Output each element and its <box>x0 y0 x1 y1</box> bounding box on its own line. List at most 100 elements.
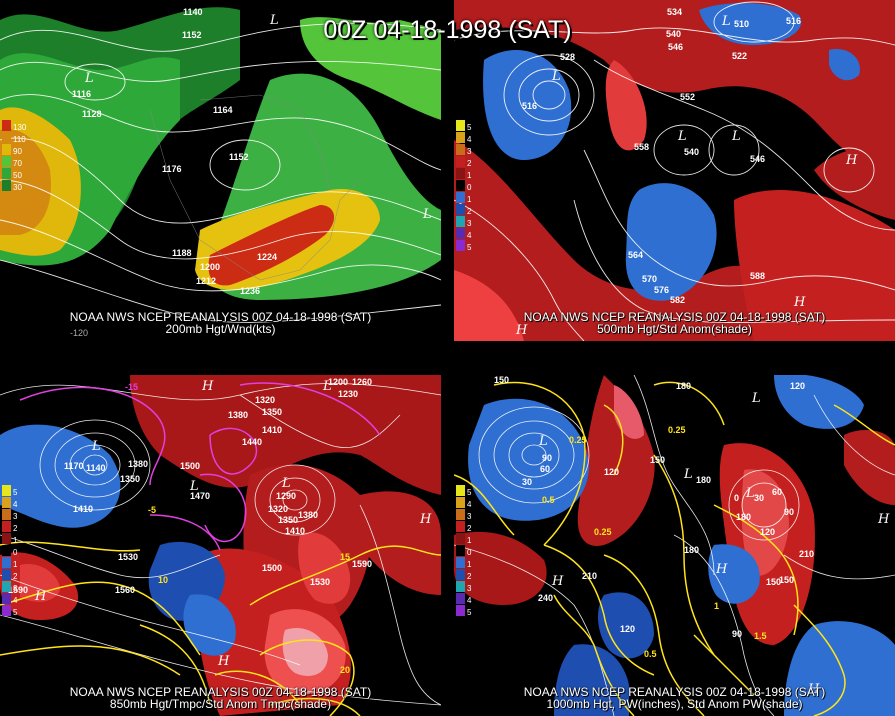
legend-1000mb <box>456 485 465 617</box>
panel-500mb: 534 540 546 510 516 522 528 516 552 558 … <box>454 0 895 341</box>
contour-label: 1590 <box>8 585 28 595</box>
contour-label: 60 <box>540 464 550 474</box>
legend-label: 5 <box>467 608 472 617</box>
contour-label: 120 <box>760 527 775 537</box>
contour-label: 1188 <box>172 248 192 258</box>
contour-label: 0.5 <box>542 495 555 505</box>
legend-label: 90 <box>13 147 22 156</box>
contour-label: 1230 <box>338 389 358 399</box>
legend-label: 4 <box>13 500 18 509</box>
low-marker: L <box>422 207 432 222</box>
panel-caption: NOAA NWS NCEP REANALYSIS 00Z 04-18-1998 … <box>523 685 826 699</box>
contour-label: 1440 <box>242 437 262 447</box>
legend-label: 110 <box>13 135 26 144</box>
legend-label: 3 <box>13 584 18 593</box>
legend-label: 0 <box>467 548 472 557</box>
legend-swatch <box>2 132 11 143</box>
contour-label: 15 <box>340 552 350 562</box>
legend-label: 1 <box>467 560 472 569</box>
legend-swatch <box>2 168 11 179</box>
contour-label: 1116 <box>72 89 91 99</box>
contour-label: 552 <box>680 92 695 102</box>
map-1000mb: 150 180 120 90 60 30 0.25 0.25 0.5 120 1… <box>454 375 895 716</box>
legend-label: 4 <box>467 231 472 240</box>
low-marker: L <box>538 434 548 449</box>
legend-swatch <box>2 144 11 155</box>
contour-label: 30 <box>754 493 764 503</box>
high-marker: H <box>217 654 230 669</box>
contour-label: 1320 <box>268 504 288 514</box>
panel-subtitle: 850mb Hgt/Tmpc/Std Anom Tmpc(shade) <box>109 697 332 711</box>
contour-label: 0.25 <box>668 425 686 435</box>
chart-title: 00Z 04-18-1998 (SAT) <box>323 16 572 44</box>
panel-caption: NOAA NWS NCEP REANALYSIS 00Z 04-18-1998 … <box>523 310 826 324</box>
high-marker: H <box>201 379 214 394</box>
legend-label: 5 <box>13 608 18 617</box>
legend-label: 70 <box>13 159 22 168</box>
map-200mb: 1140 1152 1116 1128 1164 1176 1152 1188 … <box>0 0 441 341</box>
contour-label: 1128 <box>82 109 102 119</box>
contour-label: 1560 <box>115 585 135 595</box>
legend-label: 3 <box>467 219 472 228</box>
contour-label: 120 <box>604 467 619 477</box>
contour-label: 546 <box>750 154 765 164</box>
contour-label: 1152 <box>182 30 202 40</box>
contour-label: 1410 <box>285 526 305 536</box>
contour-label: 1530 <box>310 577 330 587</box>
contour-label: 1200 <box>328 377 348 387</box>
contour-label: 570 <box>642 274 657 284</box>
legend-label: 1 <box>467 536 472 545</box>
contour-label: 180 <box>684 545 699 555</box>
contour-label: 540 <box>684 147 699 157</box>
contour-label: 510 <box>734 19 749 29</box>
legend-label: 3 <box>467 584 472 593</box>
contour-label: 1224 <box>257 252 277 262</box>
contour-label: 1380 <box>298 510 318 520</box>
low-marker: L <box>322 379 332 394</box>
high-marker: H <box>793 295 806 310</box>
contour-label: 1170 <box>64 461 84 471</box>
legend-label: 2 <box>467 572 472 581</box>
legend-label: 5 <box>467 243 472 252</box>
contour-label: 1500 <box>262 563 282 573</box>
contour-label: 1176 <box>162 164 182 174</box>
contour-label: 582 <box>670 295 685 305</box>
legend-swatch <box>2 120 11 131</box>
contour-label: 564 <box>628 250 643 260</box>
legend-label: 1 <box>467 195 472 204</box>
map-500mb: 534 540 546 510 516 522 528 516 552 558 … <box>454 0 895 341</box>
contour-label: 210 <box>582 571 597 581</box>
panel-subtitle: 500mb Hgt/Std Anom(shade) <box>597 322 752 336</box>
low-marker: L <box>731 129 741 144</box>
contour-label: 180 <box>696 475 711 485</box>
contour-label: 0.25 <box>569 435 587 445</box>
contour-label: 1500 <box>180 461 200 471</box>
contour-label: 150 <box>779 575 794 585</box>
contour-label: 1 <box>714 601 719 611</box>
contour-label: 120 <box>620 624 635 634</box>
panel-subtitle: 200mb Hgt/Wnd(kts) <box>165 322 276 336</box>
legend-label: 1 <box>13 536 18 545</box>
panel-subtitle: 1000mb Hgt, PW(inches), Std Anom PW(shad… <box>546 697 803 711</box>
panel-850mb: -15 1200 1260 1230 1320 1 3 5 0 1380 1410 1… <box>0 375 441 716</box>
legend-label: 130 <box>13 123 27 132</box>
contour-label: 90 <box>784 507 794 517</box>
contour-label: -15 <box>125 382 138 392</box>
contour-label: 0.5 <box>644 649 657 659</box>
low-marker: L <box>745 486 755 501</box>
high-marker: H <box>845 153 858 168</box>
contour-label: 150 <box>766 577 781 587</box>
legend-label: 2 <box>467 159 472 168</box>
contour-label: 1260 <box>352 377 372 387</box>
legend-label: 5 <box>467 123 472 132</box>
legend-label: 4 <box>467 135 472 144</box>
legend-label: 30 <box>13 183 22 192</box>
contour-label: 1236 <box>240 286 260 296</box>
low-marker: L <box>751 391 761 406</box>
high-marker: H <box>715 562 728 577</box>
legend-label: 0 <box>13 548 18 557</box>
legend-swatch <box>2 180 11 191</box>
contour-label: 240 <box>538 593 553 603</box>
legend-label: 4 <box>467 596 472 605</box>
contour-label: 516 <box>522 101 537 111</box>
